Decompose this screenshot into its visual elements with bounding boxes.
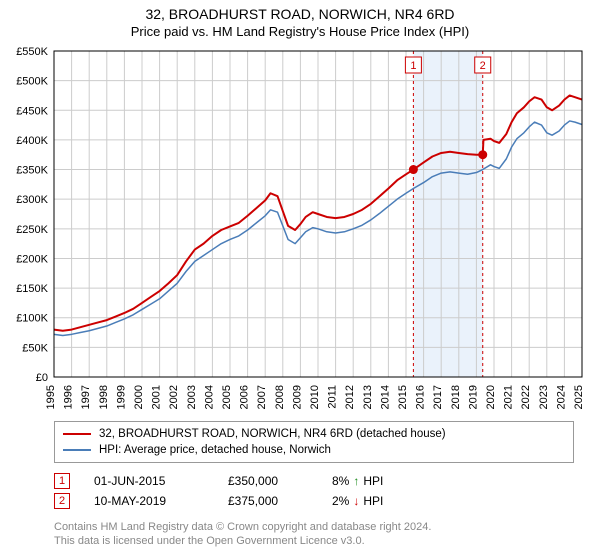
- legend-swatch-2: [63, 449, 91, 451]
- svg-text:2008: 2008: [274, 385, 286, 409]
- svg-text:2020: 2020: [485, 385, 497, 409]
- svg-text:2016: 2016: [415, 385, 427, 409]
- svg-text:2025: 2025: [573, 385, 585, 409]
- svg-text:£500K: £500K: [16, 76, 48, 88]
- sales-table: 1 01-JUN-2015 £350,000 8% ↑ HPI 2 10-MAY…: [54, 471, 574, 511]
- svg-text:£250K: £250K: [16, 224, 48, 236]
- sale-row-2: 2 10-MAY-2019 £375,000 2% ↓ HPI: [54, 491, 574, 511]
- svg-text:2003: 2003: [186, 385, 198, 409]
- svg-text:£550K: £550K: [16, 46, 48, 58]
- sale-date-1: 01-JUN-2015: [94, 474, 204, 488]
- legend-box: 32, BROADHURST ROAD, NORWICH, NR4 6RD (d…: [54, 421, 574, 463]
- svg-text:2012: 2012: [344, 385, 356, 409]
- svg-text:1998: 1998: [98, 385, 110, 409]
- chart-subtitle: Price paid vs. HM Land Registry's House …: [8, 24, 592, 39]
- svg-text:2006: 2006: [239, 385, 251, 409]
- svg-text:2019: 2019: [467, 385, 479, 409]
- svg-text:1999: 1999: [115, 385, 127, 409]
- svg-text:2023: 2023: [538, 385, 550, 409]
- svg-text:2015: 2015: [397, 385, 409, 409]
- arrow-up-icon: ↑: [353, 474, 359, 488]
- svg-text:£400K: £400K: [16, 135, 48, 147]
- sale-price-1: £350,000: [228, 474, 308, 488]
- legend-label-1: 32, BROADHURST ROAD, NORWICH, NR4 6RD (d…: [99, 428, 446, 440]
- footnote-line-2: This data is licensed under the Open Gov…: [54, 535, 574, 549]
- sale-row-1: 1 01-JUN-2015 £350,000 8% ↑ HPI: [54, 471, 574, 491]
- sale-diff-label-2: HPI: [363, 494, 383, 508]
- svg-text:1: 1: [410, 60, 416, 72]
- arrow-down-icon: ↓: [353, 494, 359, 508]
- chart-title: 32, BROADHURST ROAD, NORWICH, NR4 6RD: [8, 6, 592, 22]
- sale-price-2: £375,000: [228, 494, 308, 508]
- svg-text:2014: 2014: [379, 385, 391, 409]
- footnote: Contains HM Land Registry data © Crown c…: [54, 521, 574, 549]
- footnote-line-1: Contains HM Land Registry data © Crown c…: [54, 521, 574, 535]
- svg-text:2009: 2009: [291, 385, 303, 409]
- svg-text:2024: 2024: [555, 385, 567, 409]
- chart-container: 32, BROADHURST ROAD, NORWICH, NR4 6RD Pr…: [0, 0, 600, 549]
- svg-text:2000: 2000: [133, 385, 145, 409]
- sale-diff-1: 8% ↑ HPI: [332, 474, 383, 488]
- sale-diff-pct-1: 8%: [332, 474, 349, 488]
- svg-text:2004: 2004: [203, 385, 215, 409]
- svg-text:2005: 2005: [221, 385, 233, 409]
- svg-text:£150K: £150K: [16, 283, 48, 295]
- sale-diff-pct-2: 2%: [332, 494, 349, 508]
- legend-swatch-1: [63, 433, 91, 435]
- sale-marker-1: 1: [54, 473, 70, 489]
- svg-text:2001: 2001: [151, 385, 163, 409]
- svg-text:£450K: £450K: [16, 105, 48, 117]
- sale-date-2: 10-MAY-2019: [94, 494, 204, 508]
- svg-text:2021: 2021: [503, 385, 515, 409]
- sale-marker-2: 2: [54, 493, 70, 509]
- svg-text:2007: 2007: [256, 385, 268, 409]
- svg-text:£350K: £350K: [16, 165, 48, 177]
- svg-text:2018: 2018: [450, 385, 462, 409]
- sale-diff-2: 2% ↓ HPI: [332, 494, 383, 508]
- svg-text:1997: 1997: [80, 385, 92, 409]
- svg-text:£300K: £300K: [16, 194, 48, 206]
- legend-label-2: HPI: Average price, detached house, Norw…: [99, 444, 331, 456]
- legend-row-2: HPI: Average price, detached house, Norw…: [63, 442, 565, 458]
- svg-text:1996: 1996: [63, 385, 75, 409]
- sale-diff-label-1: HPI: [363, 474, 383, 488]
- svg-text:2010: 2010: [309, 385, 321, 409]
- legend-row-1: 32, BROADHURST ROAD, NORWICH, NR4 6RD (d…: [63, 426, 565, 442]
- svg-text:£50K: £50K: [22, 342, 48, 354]
- svg-text:2: 2: [480, 60, 486, 72]
- svg-text:1995: 1995: [45, 385, 57, 409]
- svg-text:£0: £0: [36, 372, 48, 384]
- svg-text:2017: 2017: [432, 385, 444, 409]
- svg-text:2022: 2022: [520, 385, 532, 409]
- svg-text:£200K: £200K: [16, 253, 48, 265]
- svg-text:2013: 2013: [362, 385, 374, 409]
- svg-text:£100K: £100K: [16, 313, 48, 325]
- svg-text:2002: 2002: [168, 385, 180, 409]
- chart-plot-area: £0 £50K £100K £150K £200K £250K £300K £350K £400…: [8, 45, 592, 415]
- svg-text:2011: 2011: [327, 385, 339, 409]
- chart-svg: £0 £50K £100K £150K £200K £250K £300K £350K £400…: [8, 45, 592, 415]
